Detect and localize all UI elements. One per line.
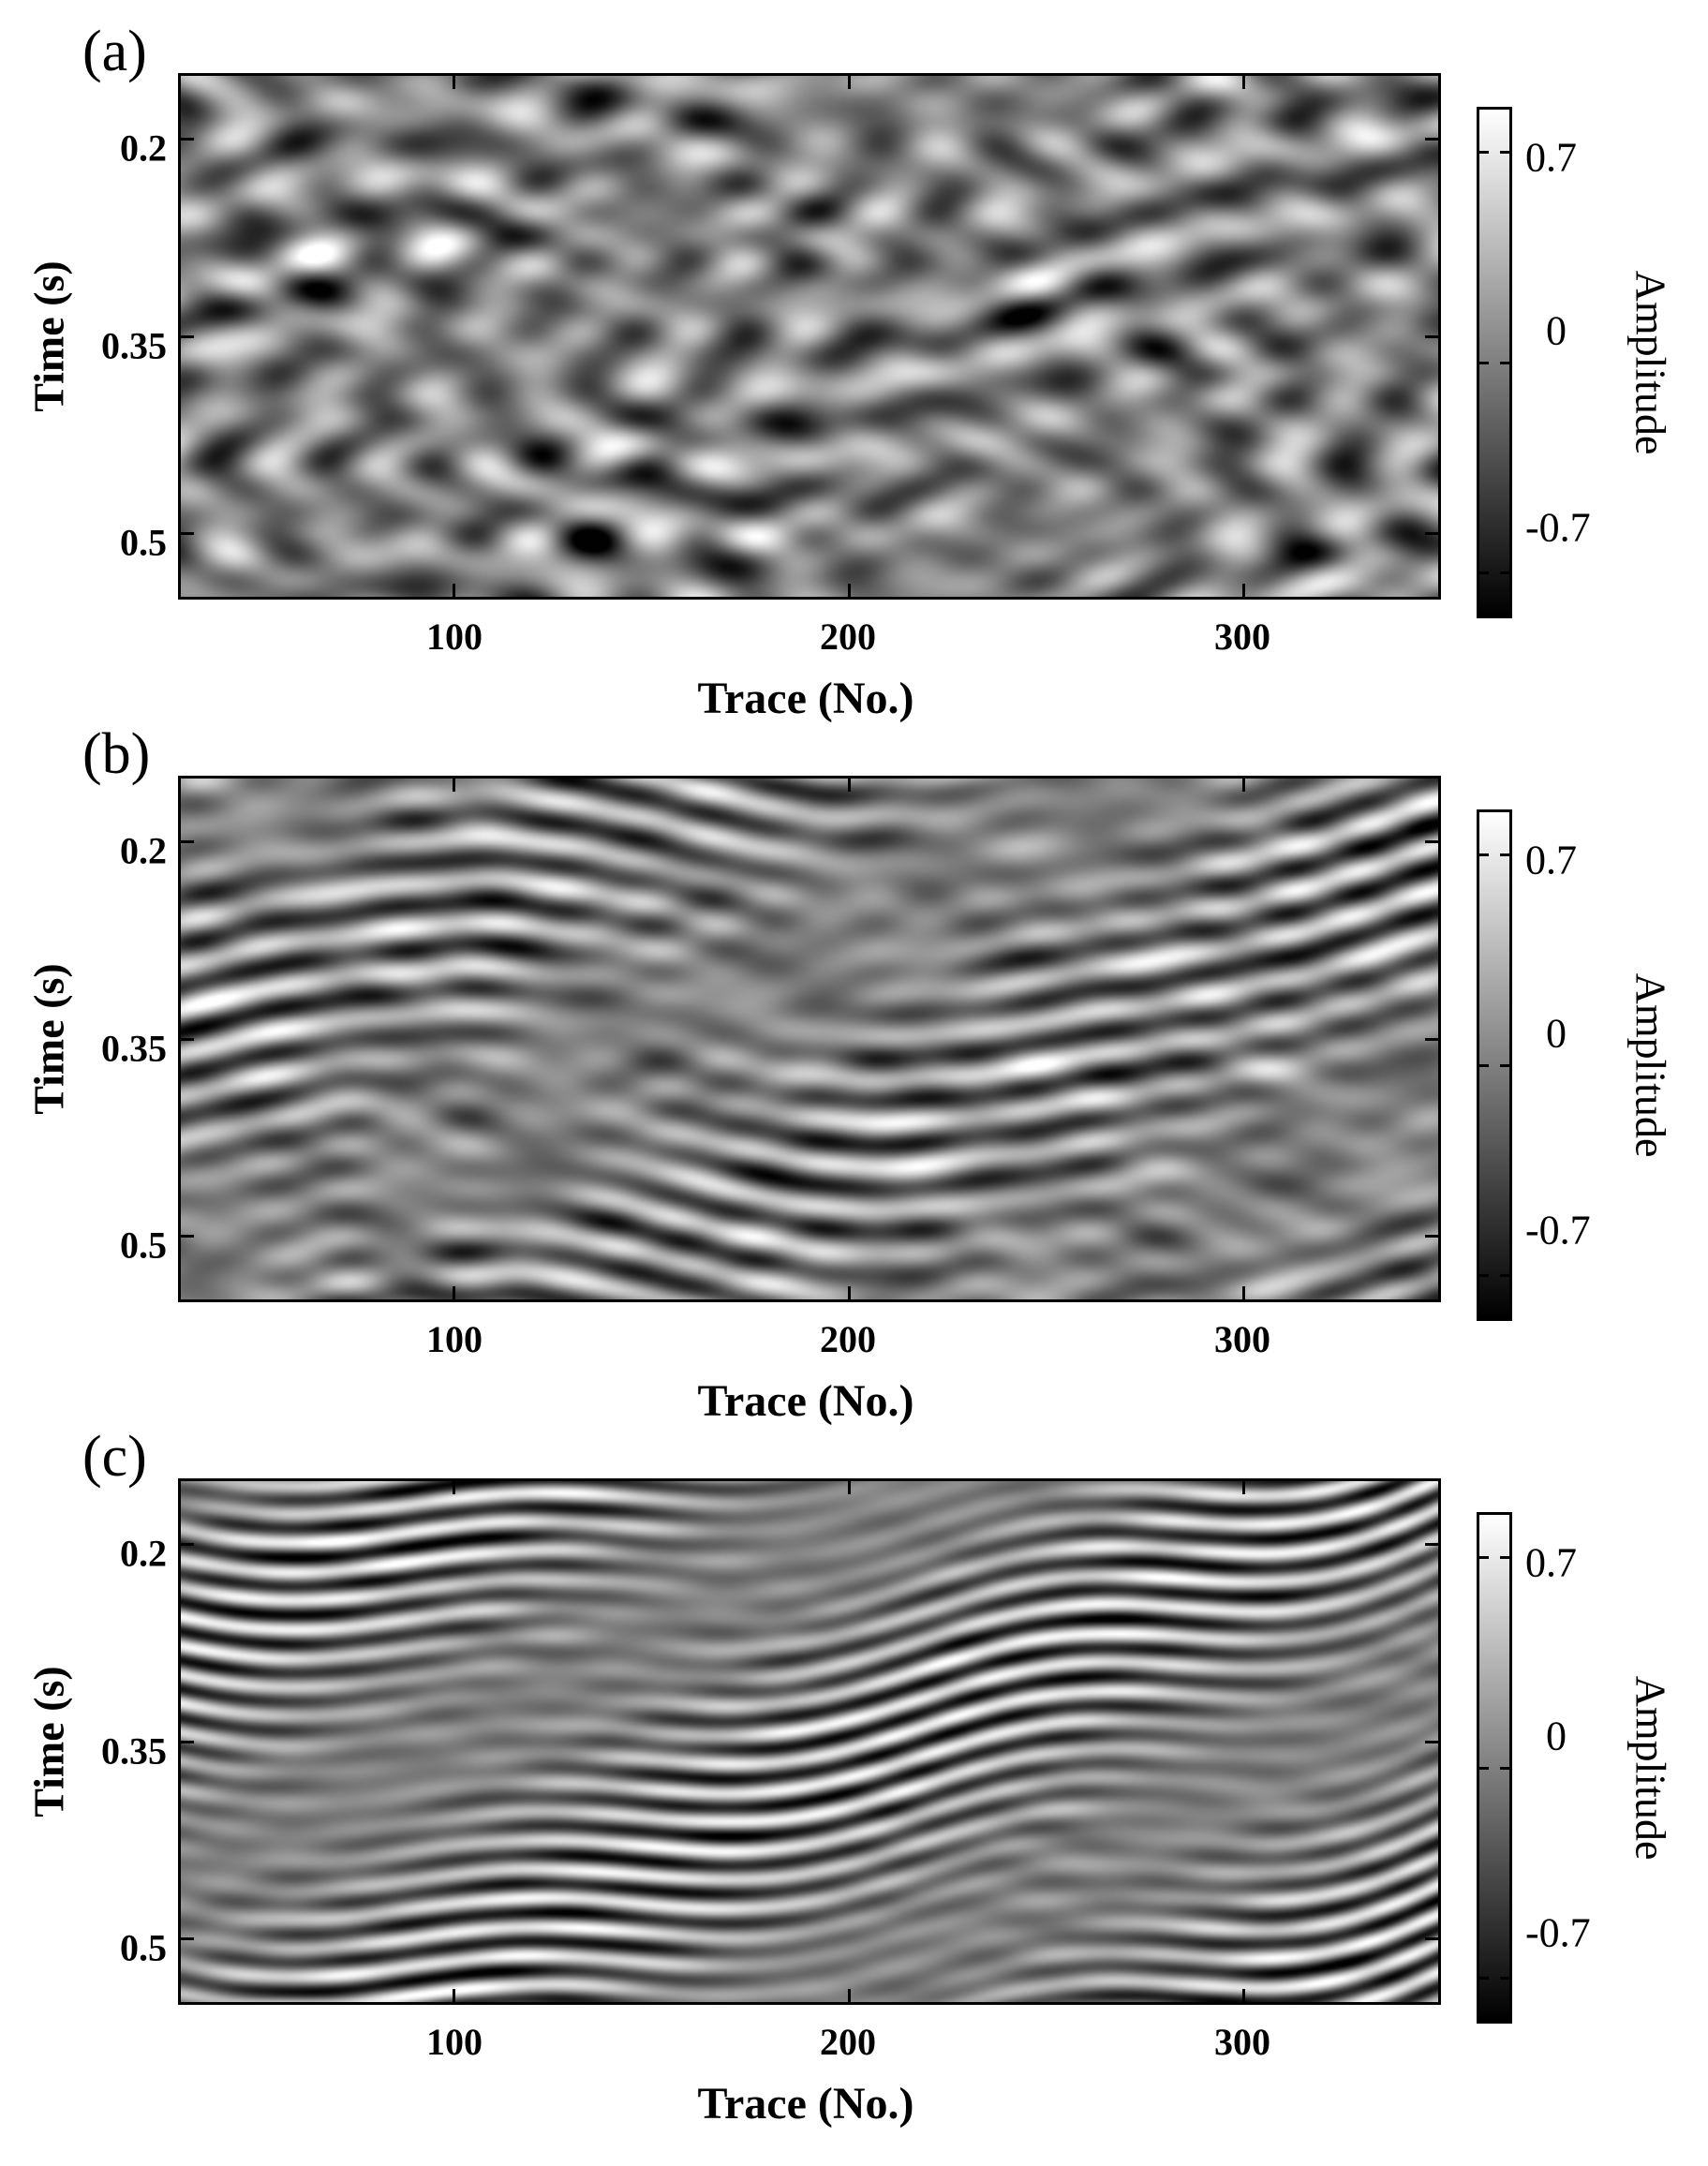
colorbar-label: Amplitude bbox=[1626, 270, 1675, 455]
x-tick-label: 100 bbox=[426, 1318, 483, 1360]
colorbar-tick-mark bbox=[1479, 361, 1489, 364]
colorbar-tick-label: -0.7 bbox=[1525, 504, 1591, 551]
x-tick-mark bbox=[847, 76, 851, 89]
y-tick-mark bbox=[1425, 1037, 1438, 1041]
x-axis-label: Trace (No.) bbox=[697, 674, 914, 723]
y-tick-label: 0.5 bbox=[120, 521, 167, 564]
panel-c: (c) 0.2 0.35 0.5 100 200 300 Trace (No.)… bbox=[0, 1425, 1708, 2144]
y-tick-mark bbox=[1425, 334, 1438, 338]
x-tick-label: 200 bbox=[820, 2021, 876, 2063]
panel-a: (a) 0.2 0.35 0.5 100 200 300 Trace (No.)… bbox=[0, 20, 1708, 738]
x-tick-mark bbox=[1241, 76, 1245, 89]
colorbar-tick-mark bbox=[1500, 853, 1509, 856]
colorbar-tick-mark bbox=[1479, 571, 1489, 575]
y-tick-mark bbox=[181, 1542, 194, 1546]
x-tick-label: 100 bbox=[426, 2021, 483, 2063]
panel-label: (c) bbox=[82, 1425, 147, 1489]
x-tick-mark bbox=[1241, 1286, 1245, 1299]
y-tick-mark bbox=[181, 839, 194, 843]
y-axis-label: Time (s) bbox=[24, 1666, 73, 1817]
x-tick-mark bbox=[847, 779, 851, 792]
y-tick-label: 0.2 bbox=[120, 829, 167, 872]
colorbar-tick-label: 0.7 bbox=[1525, 837, 1577, 883]
seismic-image bbox=[178, 1478, 1441, 2005]
x-tick-mark bbox=[847, 1989, 851, 2002]
y-tick-mark bbox=[181, 334, 194, 338]
y-tick-mark bbox=[181, 1740, 194, 1743]
colorbar-tick-mark bbox=[1479, 150, 1489, 154]
y-tick-label: 0.2 bbox=[120, 1532, 167, 1575]
y-tick-mark bbox=[181, 137, 194, 141]
y-tick-mark bbox=[181, 1937, 194, 1941]
colorbar-tick-label: -0.7 bbox=[1525, 1909, 1591, 1956]
x-tick-mark bbox=[453, 1989, 456, 2002]
y-tick-label: 0.35 bbox=[101, 1729, 167, 1773]
x-tick-mark bbox=[1241, 1989, 1245, 2002]
y-tick-mark bbox=[1425, 532, 1438, 536]
y-axis-label: Time (s) bbox=[24, 260, 73, 412]
y-tick-label: 0.2 bbox=[120, 126, 167, 170]
colorbar-tick-mark bbox=[1500, 361, 1509, 364]
colorbar-tick-mark bbox=[1500, 1063, 1509, 1067]
x-tick-mark bbox=[847, 584, 851, 597]
y-tick-mark bbox=[1425, 1740, 1438, 1743]
y-tick-mark bbox=[1425, 1542, 1438, 1546]
panel-label: (b) bbox=[82, 722, 151, 786]
x-tick-mark bbox=[453, 584, 456, 597]
colorbar-tick-label: 0 bbox=[1546, 307, 1567, 354]
x-tick-label: 200 bbox=[820, 616, 876, 658]
colorbar-tick-label: 0.7 bbox=[1525, 134, 1577, 181]
colorbar-tick-label: -0.7 bbox=[1525, 1207, 1591, 1254]
y-tick-mark bbox=[1425, 1235, 1438, 1239]
colorbar-tick-label: 0 bbox=[1546, 1713, 1567, 1759]
y-axis-label: Time (s) bbox=[24, 963, 73, 1115]
x-tick-mark bbox=[1241, 779, 1245, 792]
colorbar-tick-mark bbox=[1500, 150, 1509, 154]
x-tick-mark bbox=[1241, 584, 1245, 597]
x-tick-label: 200 bbox=[820, 1318, 876, 1360]
colorbar-tick-mark bbox=[1479, 1063, 1489, 1067]
y-tick-mark bbox=[1425, 137, 1438, 141]
colorbar-label: Amplitude bbox=[1626, 1675, 1675, 1861]
x-tick-mark bbox=[847, 1481, 851, 1494]
y-tick-label: 0.35 bbox=[101, 1027, 167, 1070]
x-tick-mark bbox=[453, 76, 456, 89]
colorbar-tick-mark bbox=[1500, 571, 1509, 575]
seismic-image bbox=[178, 73, 1441, 600]
x-tick-mark bbox=[847, 1286, 851, 1299]
y-tick-mark bbox=[181, 532, 194, 536]
panel-label: (a) bbox=[82, 20, 147, 83]
x-axis-label: Trace (No.) bbox=[697, 1376, 914, 1426]
x-tick-label: 300 bbox=[1214, 1318, 1270, 1360]
x-tick-mark bbox=[453, 1481, 456, 1494]
colorbar-tick-mark bbox=[1500, 1766, 1509, 1770]
colorbar-tick-mark bbox=[1479, 1977, 1489, 1981]
colorbar-tick-mark bbox=[1479, 1555, 1489, 1559]
y-tick-label: 0.35 bbox=[101, 324, 167, 367]
colorbar-tick-mark bbox=[1479, 1274, 1489, 1278]
x-tick-label: 300 bbox=[1214, 616, 1270, 658]
y-tick-label: 0.5 bbox=[120, 1224, 167, 1267]
y-tick-mark bbox=[1425, 1937, 1438, 1941]
x-tick-mark bbox=[1241, 1481, 1245, 1494]
y-tick-mark bbox=[1425, 839, 1438, 843]
x-axis-label: Trace (No.) bbox=[697, 2079, 914, 2129]
colorbar-label: Amplitude bbox=[1626, 972, 1675, 1158]
colorbar-tick-mark bbox=[1500, 1977, 1509, 1981]
y-tick-mark bbox=[181, 1235, 194, 1239]
colorbar-tick-mark bbox=[1500, 1274, 1509, 1278]
x-tick-mark bbox=[453, 1286, 456, 1299]
panel-b: (b) 0.2 0.35 0.5 100 200 300 Trace (No.)… bbox=[0, 722, 1708, 1441]
y-tick-label: 0.5 bbox=[120, 1926, 167, 1969]
y-tick-mark bbox=[181, 1037, 194, 1041]
x-tick-label: 300 bbox=[1214, 2021, 1270, 2063]
colorbar-tick-label: 0.7 bbox=[1525, 1539, 1577, 1586]
colorbar-tick-mark bbox=[1479, 853, 1489, 856]
colorbar-tick-label: 0 bbox=[1546, 1010, 1567, 1057]
x-tick-mark bbox=[453, 779, 456, 792]
x-tick-label: 100 bbox=[426, 616, 483, 658]
seismic-image bbox=[178, 776, 1441, 1302]
colorbar-tick-mark bbox=[1479, 1766, 1489, 1770]
colorbar-tick-mark bbox=[1500, 1555, 1509, 1559]
